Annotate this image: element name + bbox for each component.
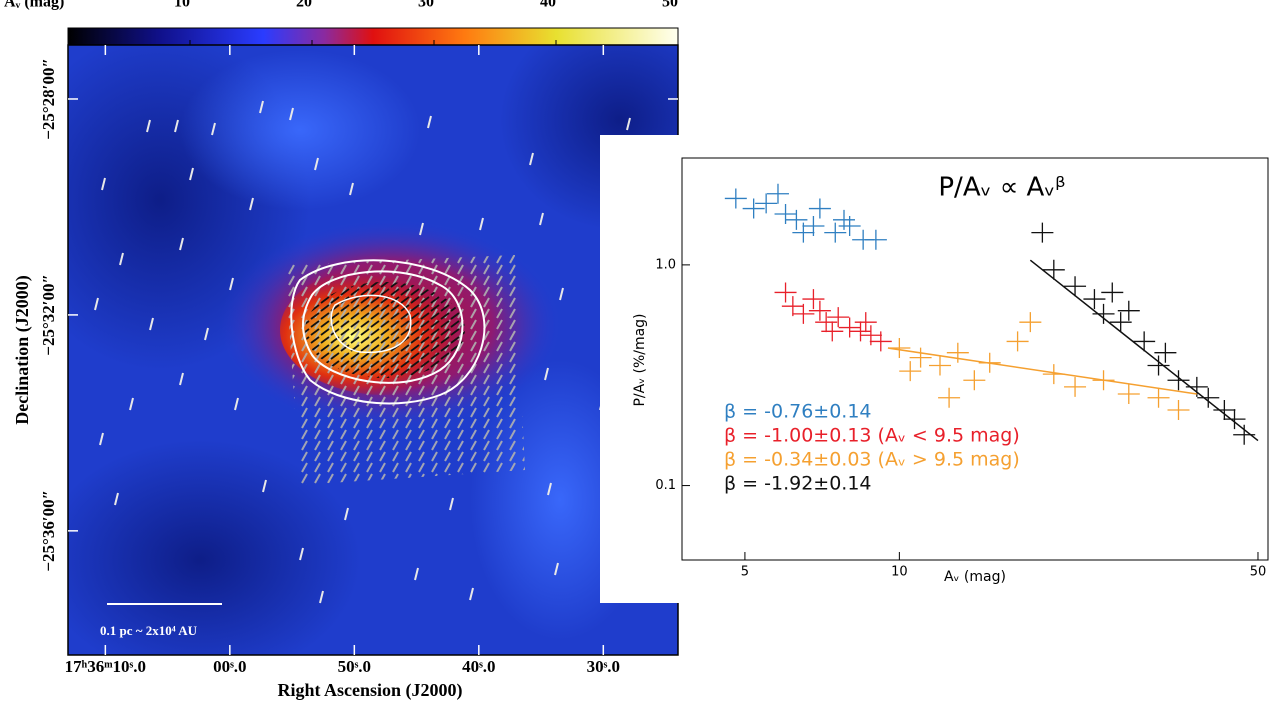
data-point <box>849 321 872 342</box>
data-point <box>808 198 831 219</box>
data-point <box>864 229 887 250</box>
x-tick-label: 30ˢ.0 <box>587 657 620 676</box>
colorbar-tick-label: 50 <box>662 0 678 11</box>
data-point <box>938 387 961 408</box>
data-point <box>821 321 844 342</box>
map-image <box>68 45 678 655</box>
legend-entry: β = -0.34±0.03 (Aᵥ > 9.5 mag) <box>724 449 1020 471</box>
data-point <box>1223 409 1246 430</box>
data-point <box>1117 383 1140 404</box>
data-point <box>1167 370 1190 391</box>
y-tick-label: −25°32′00″ <box>39 274 58 356</box>
data-point <box>1213 400 1236 421</box>
data-point <box>792 303 815 324</box>
data-point <box>1133 331 1156 352</box>
data-point <box>742 198 765 219</box>
y-tick-label: −25°36′00″ <box>39 490 58 572</box>
data-point <box>1019 312 1042 333</box>
data-point <box>785 209 808 230</box>
data-point <box>774 204 797 225</box>
data-point <box>1101 282 1124 303</box>
colorbar-label: Aᵥ (mag) <box>4 0 64 11</box>
x-axis-title: Aᵥ (mag) <box>944 569 1006 585</box>
data-point <box>1042 259 1065 280</box>
data-point <box>928 355 951 376</box>
data-point <box>833 209 856 230</box>
data-point <box>827 307 850 328</box>
data-point <box>963 370 986 391</box>
x-tick-label: 50ˢ.0 <box>338 657 371 676</box>
data-point <box>1167 400 1190 421</box>
plot-frame <box>681 157 1269 561</box>
data-point <box>899 361 922 382</box>
x-tick-label: 00ˢ.0 <box>213 657 246 676</box>
legend-entry: β = -1.92±0.14 <box>724 473 872 495</box>
data-point <box>1083 289 1106 310</box>
data-point <box>766 183 789 204</box>
x-tick-label: 10 <box>891 565 908 580</box>
data-point <box>1197 387 1220 408</box>
data-point <box>1154 342 1177 363</box>
plot-title: P/Aᵥ ∝ Aᵥᵝ <box>938 173 1065 203</box>
data-point <box>1147 387 1170 408</box>
inset-panel <box>600 135 1273 603</box>
data-point <box>755 193 778 214</box>
fit-line <box>1029 259 1259 442</box>
colorbar-tick-label: 30 <box>418 0 434 11</box>
data-point <box>1006 331 1029 352</box>
y-axis-title: P/Aᵥ (%/mag) <box>632 313 648 406</box>
legend-entry: β = -0.76±0.14 <box>724 401 872 423</box>
x-tick-label: 40ˢ.0 <box>462 657 495 676</box>
colorbar-tick-label: 40 <box>540 0 556 11</box>
x-axis-title: Right Ascension (J2000) <box>277 680 462 701</box>
colorbar-tick-label: 10 <box>174 0 190 11</box>
legend-entry: β = -1.00±0.13 (Aᵥ < 9.5 mag) <box>724 425 1020 447</box>
data-point <box>792 222 815 243</box>
colorbar-tick-label: 20 <box>296 0 312 11</box>
data-point <box>1092 303 1115 324</box>
data-point <box>824 222 847 243</box>
colorbar <box>67 27 679 46</box>
data-point <box>854 312 877 333</box>
data-point <box>802 289 825 310</box>
data-point <box>1064 276 1087 297</box>
data-point <box>724 188 747 209</box>
y-tick-label: −25°28′00″ <box>39 58 58 140</box>
y-tick-label: 1.0 <box>655 257 676 272</box>
x-tick-label: 17ʰ36ᵐ10ˢ.0 <box>65 657 146 676</box>
data-point <box>774 282 797 303</box>
y-tick-label: 0.1 <box>655 478 676 493</box>
x-tick-label: 5 <box>741 565 749 580</box>
data-point <box>1117 300 1140 321</box>
data-point <box>1147 355 1170 376</box>
data-point <box>1064 376 1087 397</box>
data-point <box>946 342 969 363</box>
data-point <box>869 331 892 352</box>
data-point <box>808 300 831 321</box>
data-point <box>781 296 804 317</box>
scale-bar-label: 0.1 pc ~ 2x10⁴ AU <box>100 623 198 638</box>
data-point <box>815 312 838 333</box>
data-point <box>909 347 932 368</box>
data-point <box>1031 222 1054 243</box>
x-tick-label: 50 <box>1250 565 1267 580</box>
data-point <box>1109 312 1132 333</box>
y-axis-title: Declination (J2000) <box>12 275 33 424</box>
data-point <box>838 317 861 338</box>
fit-line <box>887 347 1197 395</box>
